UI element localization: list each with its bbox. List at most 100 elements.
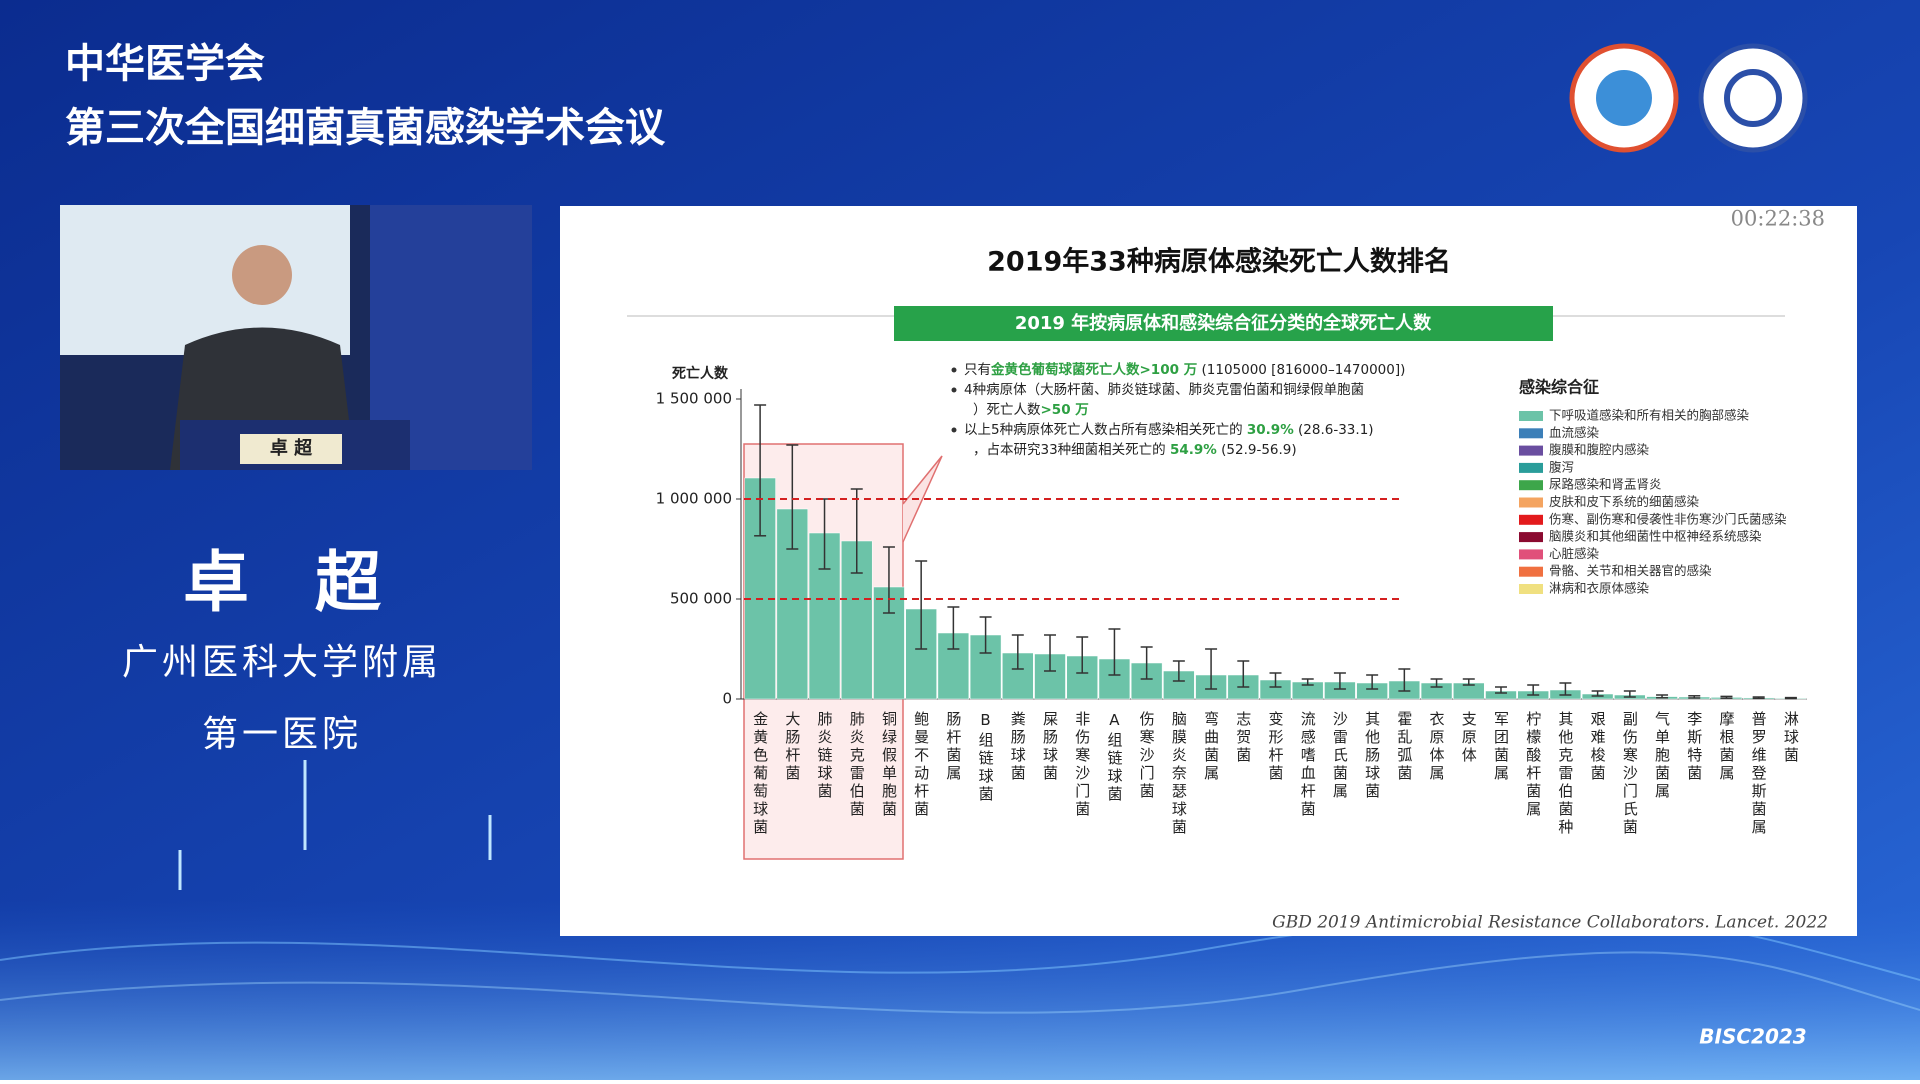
- error-bar: [1011, 634, 1024, 670]
- legend-label: 伤寒、副伤寒和侵袭性非伤寒沙门氏菌感染: [1549, 511, 1787, 526]
- x-tick-label: 其他肠球菌: [1363, 711, 1381, 801]
- note-text: 4种病原体（大肠杆菌、肺炎链球菌、肺炎克雷伯菌和铜绿假单胞菌: [964, 382, 1364, 398]
- x-tick-label: 粪肠球菌: [1009, 711, 1027, 783]
- x-tick-label: 志贺菌: [1234, 711, 1252, 765]
- x-tick-label: 支原体: [1460, 711, 1478, 765]
- error-bar: [882, 546, 895, 614]
- error-bar: [1140, 646, 1153, 680]
- note-line: ）死亡人数>50 万: [973, 402, 1089, 418]
- x-tick-label: 铜绿假单胞菌: [880, 711, 898, 819]
- bullet: [951, 367, 957, 373]
- legend-swatch: [1519, 462, 1543, 473]
- x-tick-label: 军团菌属: [1492, 711, 1510, 783]
- x-tick-label: 流感嗜血杆菌: [1299, 711, 1317, 819]
- error-bar: [1720, 695, 1733, 699]
- note-highlight: 54.9%: [1170, 442, 1217, 458]
- note-highlight: 金黄色葡萄球菌死亡人数>100 万: [990, 361, 1197, 378]
- x-tick-label: 大肠杆菌: [783, 711, 801, 783]
- error-bar: [915, 560, 928, 650]
- x-tick-label: 变形杆菌: [1267, 711, 1285, 783]
- bullet: [951, 387, 957, 393]
- x-tick-label: 艰难梭菌: [1589, 711, 1607, 783]
- error-bar: [786, 444, 799, 550]
- x-tick-label: 衣原体属: [1428, 711, 1446, 783]
- legend-swatch: [1519, 532, 1543, 543]
- note-text: (28.6-33.1): [1294, 422, 1374, 438]
- callout: [902, 455, 943, 543]
- error-bar: [1108, 628, 1121, 676]
- x-tick-label: 肺炎克雷伯菌: [848, 711, 866, 819]
- event-tag: BISC2023: [1699, 1025, 1806, 1049]
- x-tick-label: 弯曲菌属: [1202, 711, 1220, 783]
- y-tick-label: 500 000: [670, 590, 732, 608]
- error-bar: [1205, 648, 1218, 690]
- legend-swatch: [1519, 584, 1543, 594]
- x-tick-label: 金黄色葡萄球菌: [751, 711, 769, 837]
- error-bar: [1269, 672, 1282, 688]
- error-bar: [1591, 690, 1604, 697]
- x-tick-label: 鲍曼不动杆菌: [912, 711, 930, 819]
- note-text: 只有: [964, 362, 991, 378]
- y-axis-label: 死亡人数: [671, 365, 729, 382]
- speaker-name: 卓 超: [183, 543, 382, 621]
- x-tick-label: 普罗维登斯菌属: [1750, 711, 1768, 837]
- header-title: 中华医学会: [65, 41, 265, 87]
- note-text: 以上5种病原体死亡人数占所有感染相关死亡的: [964, 421, 1247, 438]
- x-tick-label: 副伤寒沙门氏菌: [1621, 711, 1639, 837]
- error-bar: [1333, 672, 1346, 690]
- speaker-affiliation: 第一医院: [202, 714, 362, 755]
- x-tick-label: 摩根菌属: [1717, 710, 1735, 783]
- y-tick-label: 0: [722, 690, 732, 708]
- citation: GBD 2019 Antimicrobial Resistance Collab…: [1272, 913, 1828, 933]
- logo: [1698, 43, 1808, 153]
- speaker-head: [232, 245, 292, 305]
- note-highlight: 30.9%: [1247, 422, 1294, 438]
- legend-label: 淋病和衣原体感染: [1549, 581, 1650, 596]
- legend-title: 感染综合征: [1519, 378, 1599, 397]
- logos: [1569, 43, 1808, 153]
- x-tick-label: 沙雷氏菌属: [1331, 711, 1349, 801]
- error-bar: [1366, 674, 1379, 690]
- error-bar: [979, 616, 992, 654]
- error-bar: [1527, 684, 1540, 696]
- legend-label: 心脏感染: [1549, 546, 1600, 561]
- slide-title: 2019年33种病原体感染死亡人数排名: [987, 246, 1451, 278]
- banner: [894, 306, 1553, 341]
- speaker-affiliation: 广州医科大学附属: [122, 642, 442, 683]
- legend-swatch: [1519, 514, 1543, 525]
- legend-swatch: [1519, 428, 1543, 439]
- note-text: (52.9-56.9): [1217, 442, 1297, 458]
- x-tick-label: 脑膜炎奈瑟球菌: [1170, 711, 1188, 837]
- slide: 00:22:38 2019年33种病原体感染死亡人数排名 2019 年按病原体和…: [560, 206, 1857, 936]
- x-tick-label: 柠檬酸杆菌属: [1524, 711, 1542, 819]
- bullet: [951, 427, 957, 433]
- x-tick-label: 肺炎链球菌: [816, 711, 834, 801]
- x-tick-label: 其他克雷伯菌种: [1556, 711, 1574, 837]
- legend-label: 血流感染: [1549, 425, 1600, 440]
- header-subtitle: 第三次全国细菌真菌感染学术会议: [65, 105, 666, 151]
- x-tick-label: 气单胞菌属: [1653, 711, 1671, 801]
- note-line: 以上5种病原体死亡人数占所有感染相关死亡的 30.9% (28.6-33.1): [964, 421, 1374, 438]
- error-bar: [1688, 695, 1701, 699]
- note-line: ，占本研究33种细菌相关死亡的 54.9% (52.9-56.9): [973, 442, 1297, 458]
- x-tick-label: B组链球菌: [977, 711, 995, 804]
- x-tick-label: 霍乱弧菌: [1395, 711, 1413, 783]
- note-line: 只有金黄色葡萄球菌死亡人数>100 万 (1105000 [816000–147…: [964, 361, 1405, 378]
- error-bar: [1430, 678, 1443, 688]
- error-bar: [1656, 694, 1669, 699]
- error-bar: [1494, 686, 1507, 694]
- error-bar: [1784, 696, 1797, 700]
- x-tick-label: 李斯特菌: [1685, 711, 1703, 783]
- error-bar: [1172, 660, 1185, 682]
- legend-swatch: [1519, 549, 1543, 560]
- error-bar: [1623, 690, 1636, 698]
- note-line: 4种病原体（大肠杆菌、肺炎链球菌、肺炎克雷伯菌和铜绿假单胞菌: [964, 382, 1364, 398]
- legend-swatch: [1519, 480, 1543, 491]
- legend-label: 尿路感染和肾盂肾炎: [1549, 477, 1662, 492]
- x-tick-label: 非伤寒沙门菌: [1073, 711, 1091, 819]
- legend-label: 皮肤和皮下系统的细菌感染: [1549, 494, 1700, 509]
- screen-backdrop: [60, 205, 350, 355]
- error-bar: [754, 404, 767, 537]
